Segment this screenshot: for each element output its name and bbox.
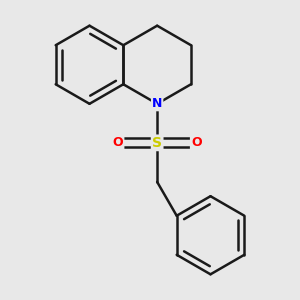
Text: O: O: [113, 136, 123, 149]
Text: N: N: [152, 97, 162, 110]
Text: S: S: [152, 136, 162, 150]
Text: O: O: [191, 136, 202, 149]
